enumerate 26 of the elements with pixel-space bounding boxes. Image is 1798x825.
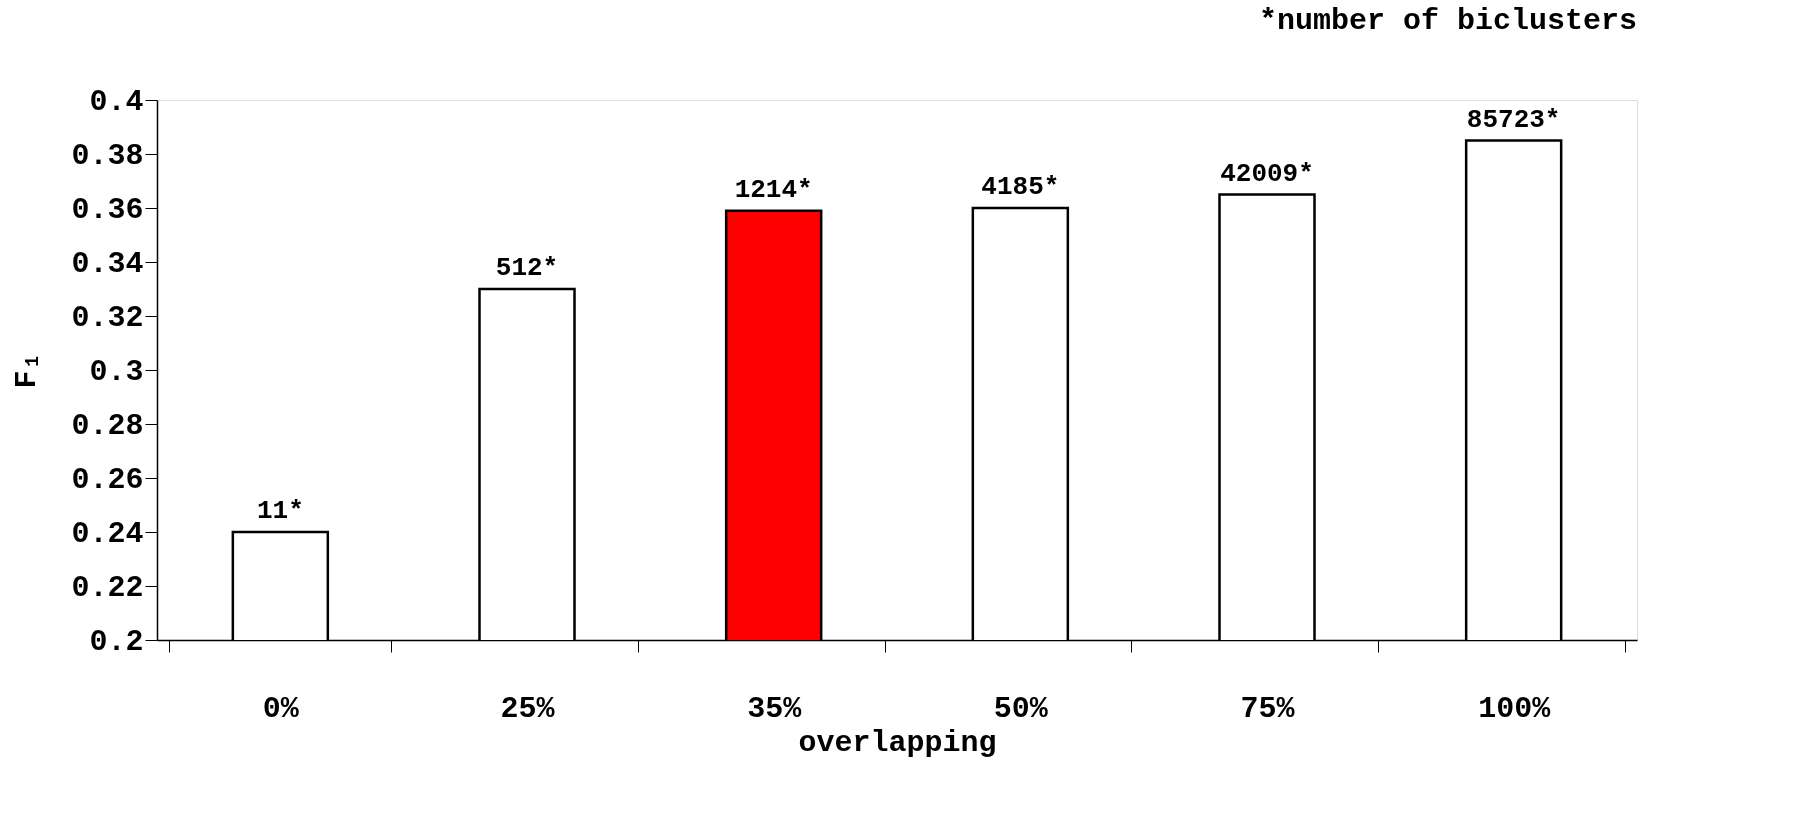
x-tick-label: 0% xyxy=(262,691,300,726)
annotation: 85723* xyxy=(1466,104,1561,135)
annotation: 11* xyxy=(256,496,304,526)
x-tick-label: 25% xyxy=(500,691,556,726)
x-tick-label: 75% xyxy=(1240,691,1296,726)
x-tick-label: 100% xyxy=(1478,691,1552,726)
y-tick-label: 0.22 xyxy=(71,570,144,605)
y-tick-label: 0.2 xyxy=(89,624,144,659)
x-tick-label: 50% xyxy=(993,691,1049,726)
y-tick-label: 0.28 xyxy=(71,408,144,443)
y-tick-label: 0.32 xyxy=(71,300,144,335)
annotation: 42009* xyxy=(1220,158,1314,189)
y-tick-label: 0.24 xyxy=(71,516,144,551)
annotation: 4185* xyxy=(981,172,1060,202)
y-tick-label: 0.36 xyxy=(71,192,144,227)
annotation: 1214* xyxy=(734,174,813,205)
y-axis-title: F₁ xyxy=(10,352,45,389)
y-tick-label: 0.4 xyxy=(89,84,144,119)
y-tick-label: 0.26 xyxy=(71,462,144,497)
x-tick-label: 35% xyxy=(747,691,803,726)
annotation: 512* xyxy=(495,253,559,283)
y-tick-label: 0.34 xyxy=(71,246,144,281)
y-tick-label: 0.38 xyxy=(71,138,144,173)
text: *number of biclusters xyxy=(1258,4,1637,38)
x-axis-title: overlapping xyxy=(798,725,997,760)
y-tick-label: 0.3 xyxy=(89,354,144,389)
